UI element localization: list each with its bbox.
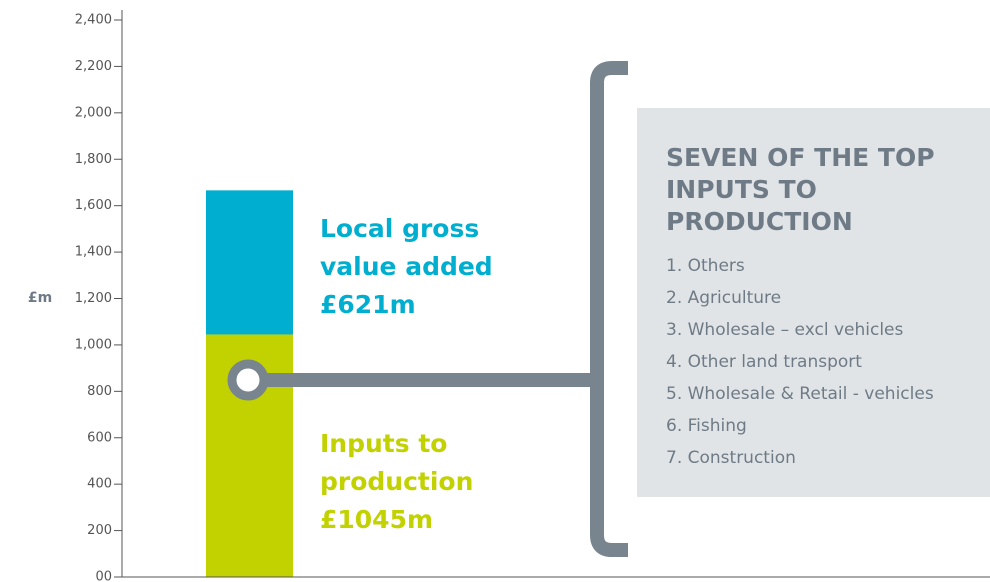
y-axis-label: £m [28,290,52,306]
panel-item: 1. Others [666,256,745,276]
value-label: £621m [320,290,416,319]
y-tick-label: 1,400 [75,245,112,260]
y-tick-label: 2,400 [75,13,112,28]
y-tick-label: 1,800 [75,152,112,167]
value-label: £1045m [320,505,434,534]
panel-item: 5. Wholesale & Retail - vehicles [666,384,934,404]
y-tick-label: 00 [95,570,112,582]
y-tick-label: 2,000 [75,105,112,120]
y-tick-label: 800 [87,384,112,399]
panel-item: 4. Other land transport [666,352,862,372]
panel-bg [637,108,990,497]
y-tick-label: 400 [87,477,112,492]
panel-title: SEVEN OF THE TOP INPUTS TO PRODUCTION [666,143,935,236]
panel-item: 7. Construction [666,448,796,468]
y-tick-label: 1,600 [75,198,112,213]
y-tick-label: 1,200 [75,291,112,306]
bracket [590,61,628,557]
panel-item: 6. Fishing [666,416,747,436]
y-tick-label: 600 [87,430,112,445]
y-tick-label: 1,000 [75,337,112,352]
panel-item: 3. Wholesale – excl vehicles [666,320,904,340]
bar-segment [206,190,293,335]
marker [227,359,269,401]
panel-item: 2. Agriculture [666,288,782,308]
series-name: Inputs to production [320,429,474,496]
y-tick-label: 200 [87,523,112,538]
series-name: Local gross value added [320,214,493,281]
y-tick-label: 2,200 [75,59,112,74]
